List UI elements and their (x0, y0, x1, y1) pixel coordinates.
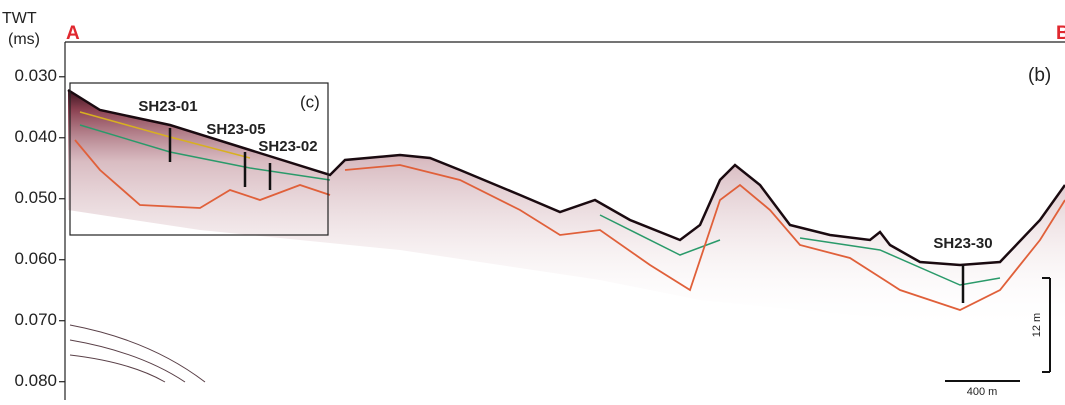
well-label: SH23-30 (933, 235, 992, 252)
well-label: SH23-05 (206, 121, 265, 138)
y-axis-unit: (ms) (8, 31, 40, 48)
y-tick-label: 0.070 (14, 310, 57, 329)
scale-vertical-label: 12 m (1031, 313, 1043, 337)
scale-horizontal-label: 400 m (967, 386, 998, 398)
panel-label: (b) (1028, 65, 1051, 86)
well-label: SH23-02 (258, 138, 317, 155)
figure: TWT (ms) A B (b) (c) 12 m 400 m 0.030 0.0… (0, 0, 1065, 405)
profile-start: A (66, 23, 80, 44)
y-axis-label: TWT (2, 10, 37, 27)
y-tick-label: 0.060 (14, 249, 57, 268)
inset-label: (c) (300, 92, 320, 111)
profile-end: B (1056, 23, 1065, 44)
old-reflector (70, 325, 205, 382)
y-tick-label: 0.080 (14, 371, 57, 390)
y-tick-label: 0.030 (14, 66, 57, 85)
well-label: SH23-01 (138, 98, 197, 115)
y-tick-label: 0.050 (14, 188, 57, 207)
y-tick-label: 0.040 (14, 127, 57, 146)
